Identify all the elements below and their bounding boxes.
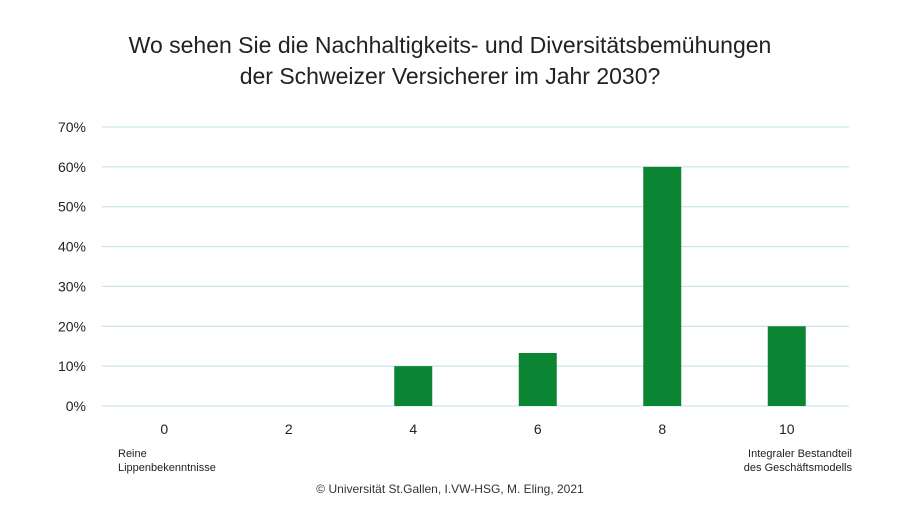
x-axis-tick-labels: 0 2 4 6 8 10 (160, 421, 794, 437)
low-end-annotation-line-1: Reine (118, 448, 147, 460)
bar-4 (394, 366, 433, 406)
y-tick-label: 30% (58, 278, 86, 294)
high-end-annotation-line-2: des Geschäftsmodells (743, 462, 852, 474)
high-end-annotation: Integraler Bestandteil des Geschäftsmode… (700, 447, 852, 475)
bars (394, 166, 806, 406)
y-axis-tick-labels: 0% 10% 20% 30% 40% 50% 60% 70% (58, 119, 86, 414)
x-tick-label-2: 2 (285, 421, 293, 437)
gridlines (102, 126, 849, 407)
y-tick-label: 50% (58, 199, 86, 215)
low-end-annotation: Reine Lippenbekenntnisse (118, 447, 216, 475)
x-tick-label-0: 0 (160, 421, 168, 437)
low-end-annotation-line-2: Lippenbekenntnisse (118, 462, 216, 474)
bar-10 (767, 326, 806, 406)
high-end-annotation-line-1: Integraler Bestandteil (748, 448, 852, 460)
chart-title: Wo sehen Sie die Nachhaltigkeits- und Di… (0, 30, 900, 92)
x-tick-label-4: 4 (409, 421, 417, 437)
bar-8 (643, 166, 682, 406)
y-tick-label: 0% (66, 398, 86, 414)
y-tick-label: 40% (58, 239, 86, 255)
y-tick-label: 70% (58, 119, 86, 135)
chart-title-line-2: der Schweizer Versicherer im Jahr 2030? (239, 63, 661, 89)
x-tick-label-8: 8 (658, 421, 666, 437)
y-tick-label: 60% (58, 159, 86, 175)
y-tick-label: 20% (58, 318, 86, 334)
chart-title-line-1: Wo sehen Sie die Nachhaltigkeits- und Di… (128, 32, 772, 58)
copyright-note: © Universität St.Gallen, I.VW-HSG, M. El… (316, 482, 584, 496)
x-tick-label-6: 6 (534, 421, 542, 437)
y-tick-label: 10% (58, 358, 86, 374)
bar-6 (518, 352, 557, 406)
x-tick-label-10: 10 (779, 421, 795, 437)
